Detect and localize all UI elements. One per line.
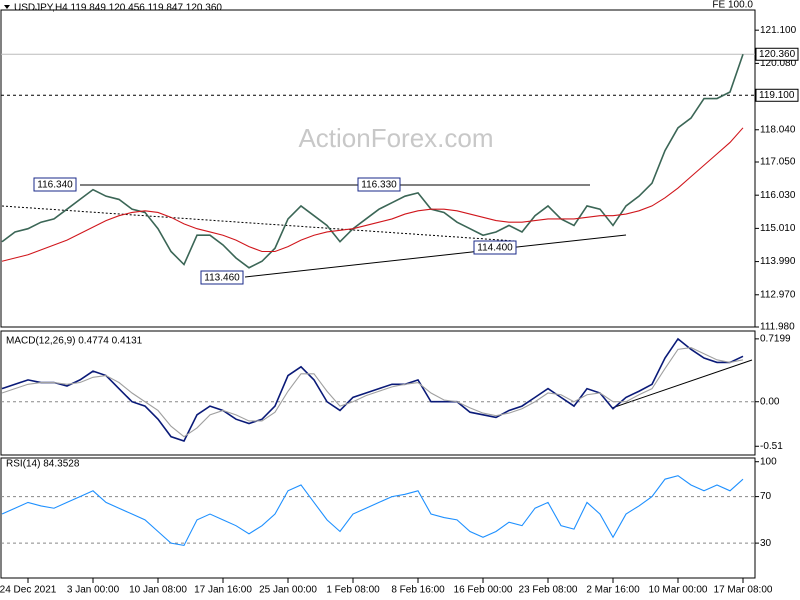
chart-title: USDJPY,H4 119.849 120.456 119.847 120.36… [14, 3, 222, 14]
y-tick-label: 0.7199 [760, 334, 791, 345]
x-tick-label: 23 Feb 08:00 [519, 585, 578, 596]
annotation: 113.460 [204, 273, 240, 284]
series-line [1, 475, 744, 547]
annotation: 116.330 [361, 180, 397, 191]
macd-panel [0, 330, 756, 456]
annotation-box [200, 270, 244, 285]
corner-label: FE 100.0 [712, 0, 753, 11]
y-tick-label: 30 [760, 538, 772, 549]
y-tick-label: 120.080 [760, 58, 797, 69]
y-tick-label: 117.050 [760, 157, 796, 168]
dotted-trendline [1, 205, 516, 242]
y-tick-label: 113.990 [760, 256, 796, 267]
price-tag-label: 120.360 [759, 49, 796, 60]
annotation-box [357, 177, 401, 192]
y-tick-label: 111.980 [760, 322, 795, 333]
annotation: 114.400 [477, 243, 513, 254]
x-tick-label: 1 Feb 08:00 [326, 585, 380, 596]
annotation-box [473, 240, 517, 255]
x-tick-label: 10 Jan 08:00 [129, 585, 187, 596]
x-tick-label: 17 Mar 08:00 [714, 585, 773, 596]
x-tick-label: 3 Jan 00:00 [67, 585, 120, 596]
series-line [1, 347, 744, 438]
annotation-box [33, 177, 77, 192]
series-line [1, 127, 744, 262]
price-tag [755, 88, 799, 102]
annotation: 116.340 [37, 180, 73, 191]
rsi-panel [0, 457, 756, 579]
y-tick-label: 100 [760, 456, 777, 467]
x-tick-label: 25 Jan 00:00 [259, 585, 317, 596]
y-tick-label: 115.010 [760, 223, 796, 234]
panel-title: MACD(12,26,9) 0.4774 0.4131 [6, 336, 143, 347]
price-tag-label: 119.100 [759, 90, 795, 101]
price-tag [755, 47, 799, 61]
x-tick-label: 17 Jan 16:00 [194, 585, 252, 596]
x-tick-label: 8 Feb 16:00 [391, 585, 445, 596]
x-tick-label: 16 Feb 00:00 [454, 585, 513, 596]
y-tick-label: 112.970 [760, 289, 796, 300]
main-panel [0, 9, 756, 328]
y-tick-label: 0.00 [760, 396, 780, 407]
x-tick-label: 24 Dec 2021 [0, 585, 57, 596]
watermark: ActionForex.com [298, 123, 493, 153]
y-tick-label: 70 [760, 491, 772, 502]
y-tick-label: 118.040 [760, 124, 796, 135]
macd-trendline [611, 359, 753, 409]
y-tick-label: 121.100 [760, 25, 797, 36]
menu-arrow [4, 5, 10, 9]
series-line [1, 54, 744, 269]
x-tick-label: 2 Mar 16:00 [586, 585, 640, 596]
support-line [244, 234, 627, 278]
panel-title: RSI(14) 84.3528 [6, 459, 80, 470]
y-tick-label: -0.51 [760, 441, 783, 452]
x-tick-label: 10 Mar 00:00 [649, 585, 708, 596]
y-tick-label: 116.030 [760, 190, 796, 201]
series-line [1, 337, 744, 443]
